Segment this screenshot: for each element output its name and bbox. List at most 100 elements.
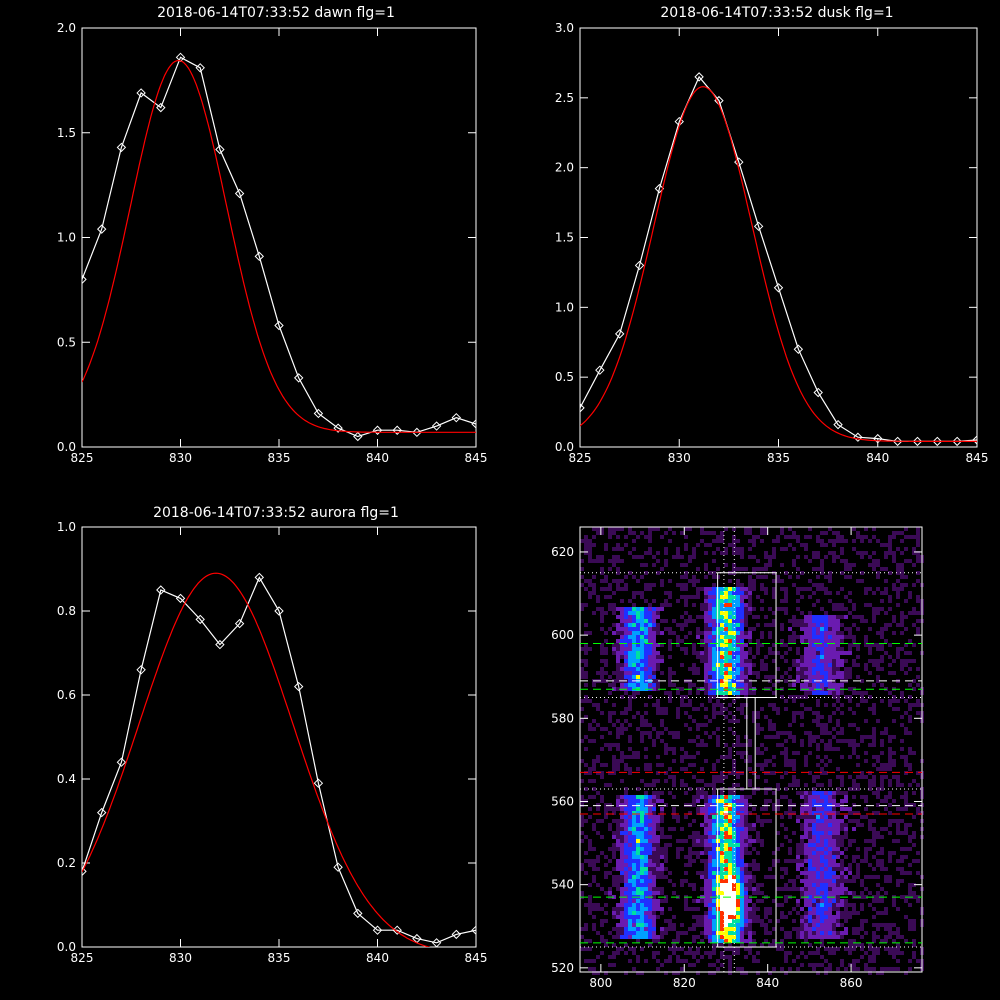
heatmap-cell bbox=[852, 691, 856, 695]
heatmap-cell bbox=[740, 635, 744, 639]
heatmap-cell bbox=[632, 899, 636, 903]
heatmap-cell bbox=[820, 879, 824, 883]
heatmap-cell bbox=[580, 819, 584, 823]
heatmap-cell bbox=[796, 927, 800, 931]
heatmap-cell bbox=[732, 867, 736, 871]
heatmap-cell bbox=[876, 927, 880, 931]
heatmap-cell bbox=[736, 655, 740, 659]
aurora-data-point bbox=[392, 925, 402, 935]
heatmap-cell bbox=[704, 819, 708, 823]
heatmap-cell bbox=[624, 943, 628, 947]
heatmap-cell bbox=[608, 731, 612, 735]
heatmap-cell bbox=[820, 911, 824, 915]
heatmap-cell bbox=[652, 931, 656, 935]
heatmap-cell bbox=[724, 659, 728, 663]
heatmap-cell bbox=[856, 823, 860, 827]
heatmap-cell bbox=[824, 879, 828, 883]
heatmap-cell bbox=[900, 623, 904, 627]
heatmap-cell bbox=[788, 731, 792, 735]
heatmap-cell bbox=[756, 559, 760, 563]
heatmap-cell bbox=[720, 935, 724, 939]
heatmap-cell bbox=[808, 863, 812, 867]
heatmap-cell bbox=[724, 859, 728, 863]
heatmap-cell bbox=[632, 595, 636, 599]
heatmap-cell bbox=[632, 651, 636, 655]
heatmap-cell bbox=[884, 627, 888, 631]
heatmap-cell bbox=[724, 599, 728, 603]
heatmap-cell bbox=[732, 803, 736, 807]
heatmap-cell bbox=[604, 763, 608, 767]
heatmap-cell bbox=[716, 547, 720, 551]
dusk-xtick-label: 840 bbox=[866, 451, 889, 465]
heatmap-cell bbox=[644, 919, 648, 923]
heatmap-cell bbox=[808, 651, 812, 655]
heatmap-cell bbox=[852, 819, 856, 823]
heatmap-cell bbox=[624, 951, 628, 955]
heatmap-cell bbox=[732, 879, 736, 883]
heatmap-cell bbox=[628, 871, 632, 875]
heatmap-cell bbox=[816, 859, 820, 863]
heatmap-cell bbox=[824, 835, 828, 839]
heatmap-cell bbox=[816, 823, 820, 827]
heatmap-cell bbox=[592, 959, 596, 963]
heatmap-cell bbox=[720, 851, 724, 855]
heatmap-cell bbox=[812, 891, 816, 895]
heatmap-cell bbox=[584, 671, 588, 675]
heatmap-cell bbox=[744, 715, 748, 719]
heatmap-cell bbox=[600, 939, 604, 943]
heatmap-cell bbox=[644, 767, 648, 771]
heatmap-cell bbox=[744, 891, 748, 895]
heatmap-cell bbox=[816, 639, 820, 643]
heatmap-cell bbox=[588, 779, 592, 783]
heatmap-cell bbox=[792, 615, 796, 619]
heatmap-cell bbox=[884, 775, 888, 779]
heatmap-cell bbox=[624, 627, 628, 631]
heatmap-cell bbox=[804, 847, 808, 851]
heatmap-cell bbox=[720, 775, 724, 779]
heatmap-cell bbox=[744, 915, 748, 919]
heatmap-cell bbox=[740, 907, 744, 911]
heatmap-cell bbox=[748, 755, 752, 759]
heatmap-cell bbox=[892, 735, 896, 739]
heatmap-cell bbox=[824, 615, 828, 619]
heatmap-cell bbox=[708, 863, 712, 867]
heatmap-cell bbox=[624, 923, 628, 927]
heatmap-cell bbox=[824, 959, 828, 963]
heatmap-cell bbox=[732, 815, 736, 819]
heatmap-cell bbox=[840, 883, 844, 887]
heatmap-cell bbox=[728, 923, 732, 927]
heatmap-cell bbox=[696, 667, 700, 671]
heatmap-cell bbox=[736, 579, 740, 583]
heatmap-cell bbox=[720, 919, 724, 923]
heatmap-cell bbox=[704, 827, 708, 831]
heatmap-cell bbox=[708, 831, 712, 835]
heatmap-cell bbox=[656, 791, 660, 795]
heatmap-cell bbox=[844, 791, 848, 795]
heatmap-cell bbox=[668, 647, 672, 651]
heatmap-cell bbox=[732, 635, 736, 639]
heatmap-cell bbox=[624, 887, 628, 891]
heatmap-cell bbox=[616, 875, 620, 879]
heatmap-cell bbox=[592, 927, 596, 931]
heatmap-cell bbox=[612, 835, 616, 839]
heatmap-cell bbox=[852, 739, 856, 743]
heatmap-cell bbox=[640, 779, 644, 783]
heatmap-cell bbox=[744, 659, 748, 663]
heatmap-cell bbox=[808, 859, 812, 863]
heatmap-cell bbox=[756, 839, 760, 843]
aurora-title: 2018-06-14T07:33:52 aurora flg=1 bbox=[153, 505, 399, 521]
heatmap-cell bbox=[868, 695, 872, 699]
heatmap-cell bbox=[636, 639, 640, 643]
heatmap-cell bbox=[652, 875, 656, 879]
heatmap-cell bbox=[732, 547, 736, 551]
heatmap-cell bbox=[612, 879, 616, 883]
heatmap-cell bbox=[612, 703, 616, 707]
heatmap-cell bbox=[660, 791, 664, 795]
heatmap-cell bbox=[636, 651, 640, 655]
heatmap-cell bbox=[880, 635, 884, 639]
heatmap-cell bbox=[900, 747, 904, 751]
heatmap-cell bbox=[792, 547, 796, 551]
heatmap-cell bbox=[708, 847, 712, 851]
heatmap-cell bbox=[640, 735, 644, 739]
heatmap-cell bbox=[744, 927, 748, 931]
